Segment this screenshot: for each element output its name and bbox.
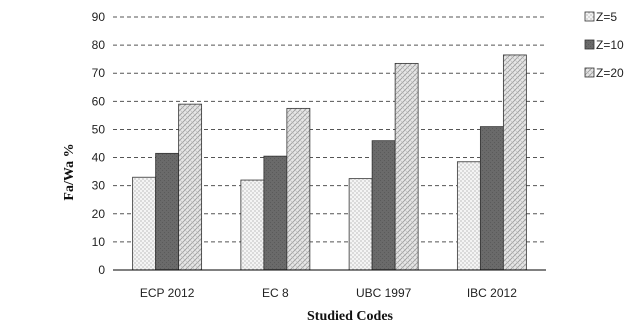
y-tick-label: 30 xyxy=(92,179,106,193)
y-tick-label: 40 xyxy=(92,151,106,165)
bar-z20-0 xyxy=(178,103,203,271)
legend-label: Z=10 xyxy=(596,38,624,52)
y-tick-label: 70 xyxy=(92,66,106,80)
legend-label: Z=20 xyxy=(596,66,624,80)
y-tick-label: 10 xyxy=(92,235,106,249)
bar-z10-1 xyxy=(263,155,288,271)
y-tick-label: 80 xyxy=(92,38,106,52)
legend-swatch xyxy=(584,67,595,78)
bar-z5-0 xyxy=(132,176,157,271)
bar-z20-3 xyxy=(502,54,527,271)
bar-z20-1 xyxy=(286,107,311,271)
y-axis-title: Fa/Wa % xyxy=(62,143,77,200)
bar-z10-0 xyxy=(155,152,180,271)
legend-label: Z=5 xyxy=(596,10,617,24)
bar-z10-3 xyxy=(479,126,504,271)
bars xyxy=(132,54,527,271)
x-category-label: UBC 1997 xyxy=(356,286,412,300)
legend: Z=5 Z=10 Z=20 xyxy=(584,10,624,80)
legend-swatch xyxy=(584,11,595,22)
y-tick-label: 0 xyxy=(98,263,105,277)
y-tick-label: 20 xyxy=(92,207,106,221)
y-axis-ticks: 0 10 20 30 40 50 60 70 80 90 xyxy=(92,10,106,277)
x-axis-categories: ECP 2012 EC 8 UBC 1997 IBC 2012 xyxy=(140,286,517,300)
x-category-label: EC 8 xyxy=(262,286,289,300)
y-tick-label: 50 xyxy=(92,122,106,136)
x-axis-title: Studied Codes xyxy=(307,309,394,324)
bar-z5-3 xyxy=(456,161,481,271)
y-tick-label: 60 xyxy=(92,94,106,108)
y-tick-label: 90 xyxy=(92,10,106,24)
bar-z20-2 xyxy=(394,62,419,271)
legend-swatch xyxy=(584,39,595,50)
bar-z5-2 xyxy=(348,178,373,271)
bar-z5-1 xyxy=(240,179,265,271)
x-category-label: ECP 2012 xyxy=(140,286,195,300)
x-category-label: IBC 2012 xyxy=(467,286,517,300)
bar-z10-2 xyxy=(371,140,396,271)
